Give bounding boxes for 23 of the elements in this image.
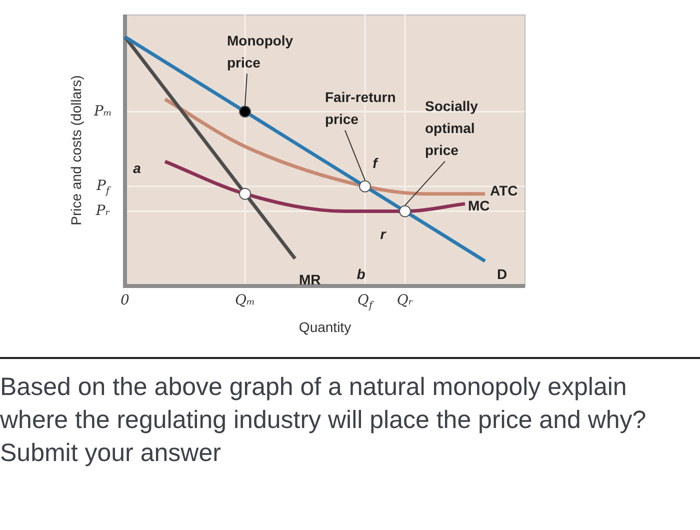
x-tick-label: Qᵣ (396, 292, 414, 309)
point (239, 188, 251, 200)
x-tick-label: 0 (120, 292, 130, 309)
y-axis-title: Price and costs (dollars) (68, 75, 84, 226)
annotation: f (372, 155, 379, 172)
series-label: ATC (490, 182, 518, 199)
text: Based on the above graph of a natural monopoly explain where the regulating industry will place the price and why? Submit your answer (0, 372, 648, 469)
annotation: r (380, 226, 388, 242)
annotation: Socially optimal price (425, 98, 478, 158)
annotation: Fair-return price (325, 89, 396, 128)
x-tick-label: Qₘ (234, 292, 256, 309)
point (239, 106, 251, 118)
ref-line-label: Pₘ (92, 103, 112, 120)
x-axis-title: Quantity (298, 318, 352, 335)
point (399, 205, 411, 218)
series-label: MC (468, 198, 490, 214)
series-label: D (497, 266, 508, 282)
point (359, 180, 371, 192)
ref-line-label: Pᵣ (94, 202, 110, 219)
annotation: Monopoly price (227, 32, 294, 70)
annotation: b (356, 266, 366, 282)
annotation: a (133, 160, 142, 176)
series-label: MR (299, 271, 321, 288)
